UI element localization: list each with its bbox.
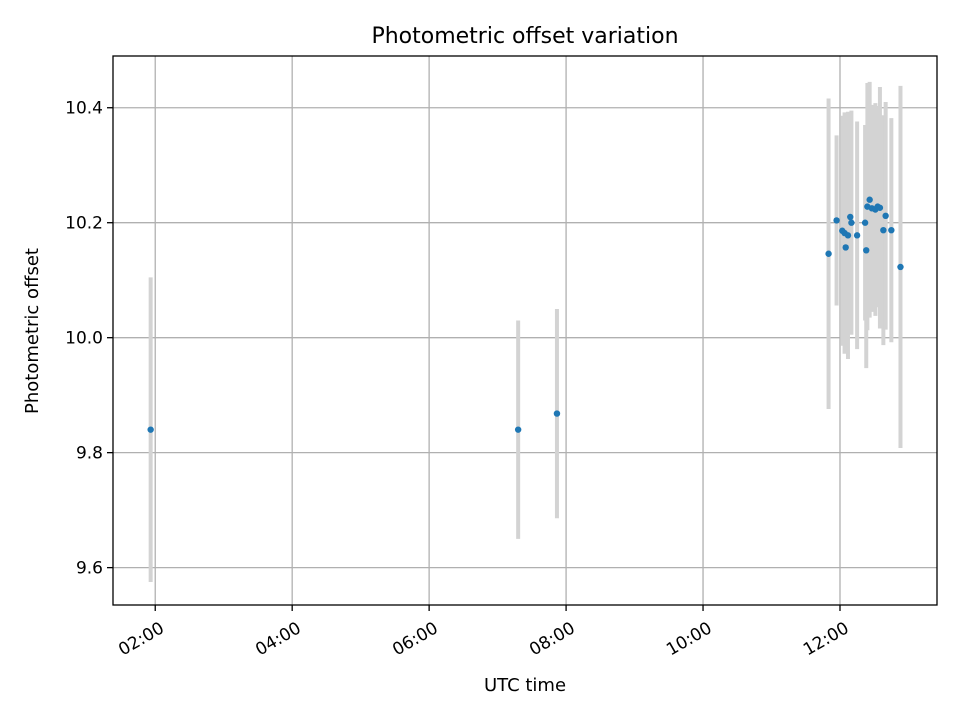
- grid-lines: [113, 56, 937, 605]
- y-tick-label: 9.6: [76, 559, 103, 579]
- data-point: [842, 244, 849, 251]
- y-tick-labels: 9.6 9.8 10.0 10.2 10.4: [65, 99, 103, 579]
- data-point: [853, 232, 861, 239]
- data-point: [866, 196, 873, 203]
- axis-ticks: [107, 107, 841, 611]
- data-point: [553, 410, 561, 417]
- data-point: [825, 250, 832, 257]
- data-point: [847, 213, 854, 221]
- y-axis-label: Photometric offset: [22, 248, 43, 414]
- data-point: [844, 232, 852, 239]
- chart-title: Photometric offset variation: [371, 24, 678, 49]
- x-axis-label: UTC time: [484, 675, 566, 696]
- data-point: [876, 204, 884, 211]
- data-point: [880, 226, 887, 234]
- data-points: [147, 196, 904, 433]
- y-tick-label: 10.4: [65, 99, 103, 119]
- data-point: [863, 247, 870, 254]
- data-point: [897, 263, 904, 271]
- data-point: [848, 219, 855, 226]
- plot-frame: [112, 55, 938, 606]
- data-point: [882, 212, 889, 220]
- y-tick-label: 10.2: [65, 214, 103, 234]
- data-point: [861, 219, 869, 226]
- y-tick-label: 10.0: [65, 329, 103, 349]
- data-point: [514, 426, 522, 433]
- data-point: [147, 426, 154, 433]
- data-point: [833, 217, 840, 224]
- data-point: [888, 226, 895, 234]
- y-tick-label: 9.8: [76, 444, 103, 464]
